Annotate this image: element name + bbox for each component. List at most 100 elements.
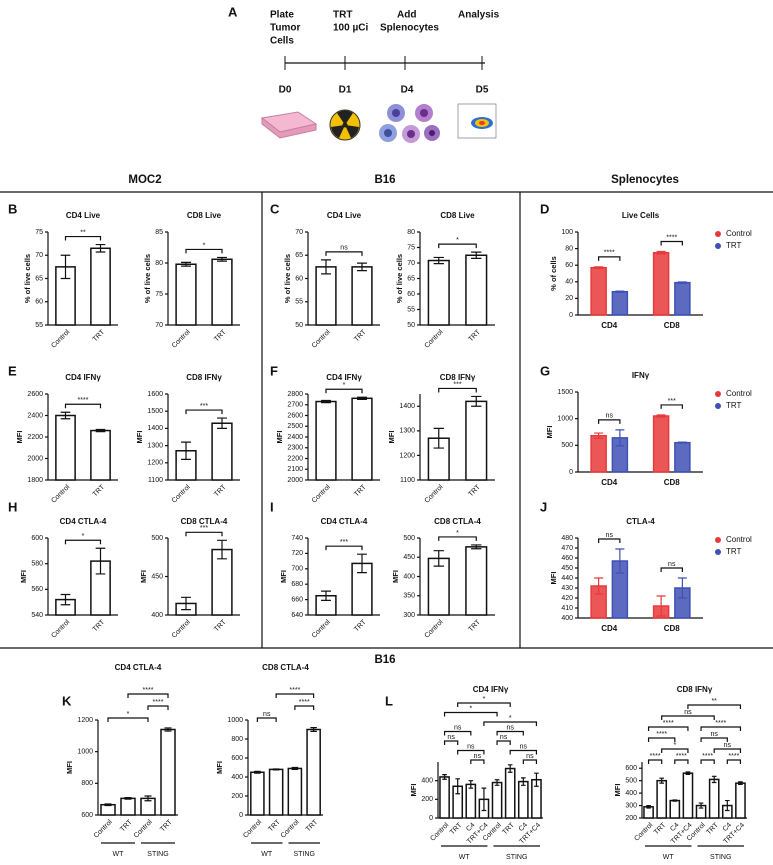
y-tick-label: 500: [403, 535, 415, 542]
chart-title: CD4 IFNγ: [473, 685, 509, 694]
y-tick-label: 2200: [27, 434, 43, 441]
error-bar: [254, 770, 261, 774]
error-bar: [455, 778, 460, 795]
error-bar: [677, 577, 687, 599]
y-tick-label: 65: [295, 252, 303, 259]
error-bar: [60, 593, 71, 606]
x-tick-label: Control: [93, 818, 114, 839]
y-tick-label: 60: [565, 262, 573, 269]
significance-label: ****: [666, 234, 677, 241]
y-axis-label: MFI: [15, 431, 24, 444]
error-bar: [672, 799, 678, 802]
bar: [652, 415, 670, 473]
x-tick-label: Control: [280, 818, 301, 839]
significance-bracket: [457, 749, 485, 755]
bar: [652, 252, 670, 316]
error-bar: [181, 596, 191, 611]
significance-label: ns: [684, 709, 692, 716]
error-bar: [321, 259, 331, 275]
step-label: Plate: [270, 10, 294, 21]
error-bar: [321, 590, 331, 601]
significance-label: ns: [668, 561, 676, 568]
y-axis-label: MFI: [65, 761, 74, 774]
significance-label: ns: [506, 724, 514, 731]
y-tick-label: 0: [569, 312, 573, 319]
significance-label: *: [343, 382, 346, 389]
significance-label: *: [673, 742, 676, 749]
y-tick-label: 1200: [399, 452, 415, 459]
chart-title: Live Cells: [622, 211, 660, 220]
error-bar: [738, 781, 743, 785]
day-label: D1: [339, 85, 352, 96]
y-tick-label: 55: [295, 299, 303, 306]
x-tick-label: TRT: [92, 483, 107, 498]
x-tick-label: TRT: [653, 821, 668, 836]
bar: [287, 767, 303, 816]
bar: [100, 803, 116, 816]
error-bar: [468, 780, 474, 789]
chart-title: CD4 Live: [327, 211, 362, 220]
y-axis-label: % of live cells: [395, 254, 404, 303]
chart-title: CD8 CTLA-4: [181, 517, 228, 526]
step-label: Cells: [270, 36, 294, 47]
legend-swatch: [715, 243, 721, 249]
error-bar: [594, 432, 604, 439]
significance-label: *: [509, 715, 512, 722]
chart-title: CD8 IFNγ: [440, 373, 476, 382]
bar: [491, 781, 503, 819]
y-axis-label: MFI: [215, 761, 224, 774]
y-tick-label: 600: [81, 812, 93, 819]
y-tick-label: 1000: [557, 416, 573, 423]
significance-bracket: [294, 705, 315, 710]
legend-label: TRT: [726, 241, 742, 250]
x-tick-label: Control: [171, 618, 192, 639]
bar: [90, 247, 111, 326]
group-label: STING: [506, 854, 527, 861]
chart-title: CD8 IFNγ: [186, 373, 222, 382]
y-tick-label: 55: [407, 306, 415, 313]
y-tick-label: 640: [291, 612, 303, 619]
bar: [517, 780, 529, 819]
y-axis-label: MFI: [387, 431, 396, 444]
x-tick-label: Control: [171, 328, 192, 349]
day-label: D5: [476, 85, 489, 96]
x-tick-label: TRT: [353, 618, 368, 633]
y-tick-label: 55: [35, 322, 43, 329]
error-bar: [357, 396, 367, 400]
x-tick-label: CD8: [664, 624, 681, 633]
y-tick-label: 560: [31, 586, 43, 593]
significance-label: ns: [710, 731, 718, 738]
error-bar: [357, 553, 367, 574]
x-tick-label: Control: [50, 483, 71, 504]
x-tick-label: Control: [50, 328, 71, 349]
significance-bracket: [64, 539, 102, 545]
y-tick-label: 0: [569, 469, 573, 476]
significance-label: ****: [650, 753, 661, 760]
significance-label: ns: [724, 742, 732, 749]
x-tick-label: TRT: [353, 328, 368, 343]
significance-bracket: [647, 737, 676, 742]
legend-label: TRT: [726, 401, 742, 410]
y-tick-label: 60: [407, 291, 415, 298]
y-tick-label: 75: [35, 229, 43, 236]
y-tick-label: 400: [403, 573, 415, 580]
bar: [674, 441, 691, 473]
y-tick-label: 75: [155, 291, 163, 298]
significance-label: ns: [474, 753, 482, 760]
chart-title: IFNγ: [632, 371, 650, 380]
significance-label: ***: [200, 403, 208, 410]
y-tick-label: 50: [295, 322, 303, 329]
day-label: D0: [279, 85, 292, 96]
bar: [315, 266, 337, 326]
y-tick-label: 1600: [147, 391, 163, 398]
y-tick-label: 600: [31, 535, 43, 542]
x-tick-label: Control: [311, 618, 332, 639]
y-tick-label: 0: [239, 812, 243, 819]
error-bar: [471, 544, 482, 550]
significance-label: **: [711, 698, 717, 705]
y-tick-label: 1200: [77, 717, 93, 724]
bar: [708, 778, 720, 819]
legend-label: Control: [726, 389, 752, 398]
section-header: B16: [374, 174, 395, 186]
significance-label: ns: [263, 711, 271, 718]
